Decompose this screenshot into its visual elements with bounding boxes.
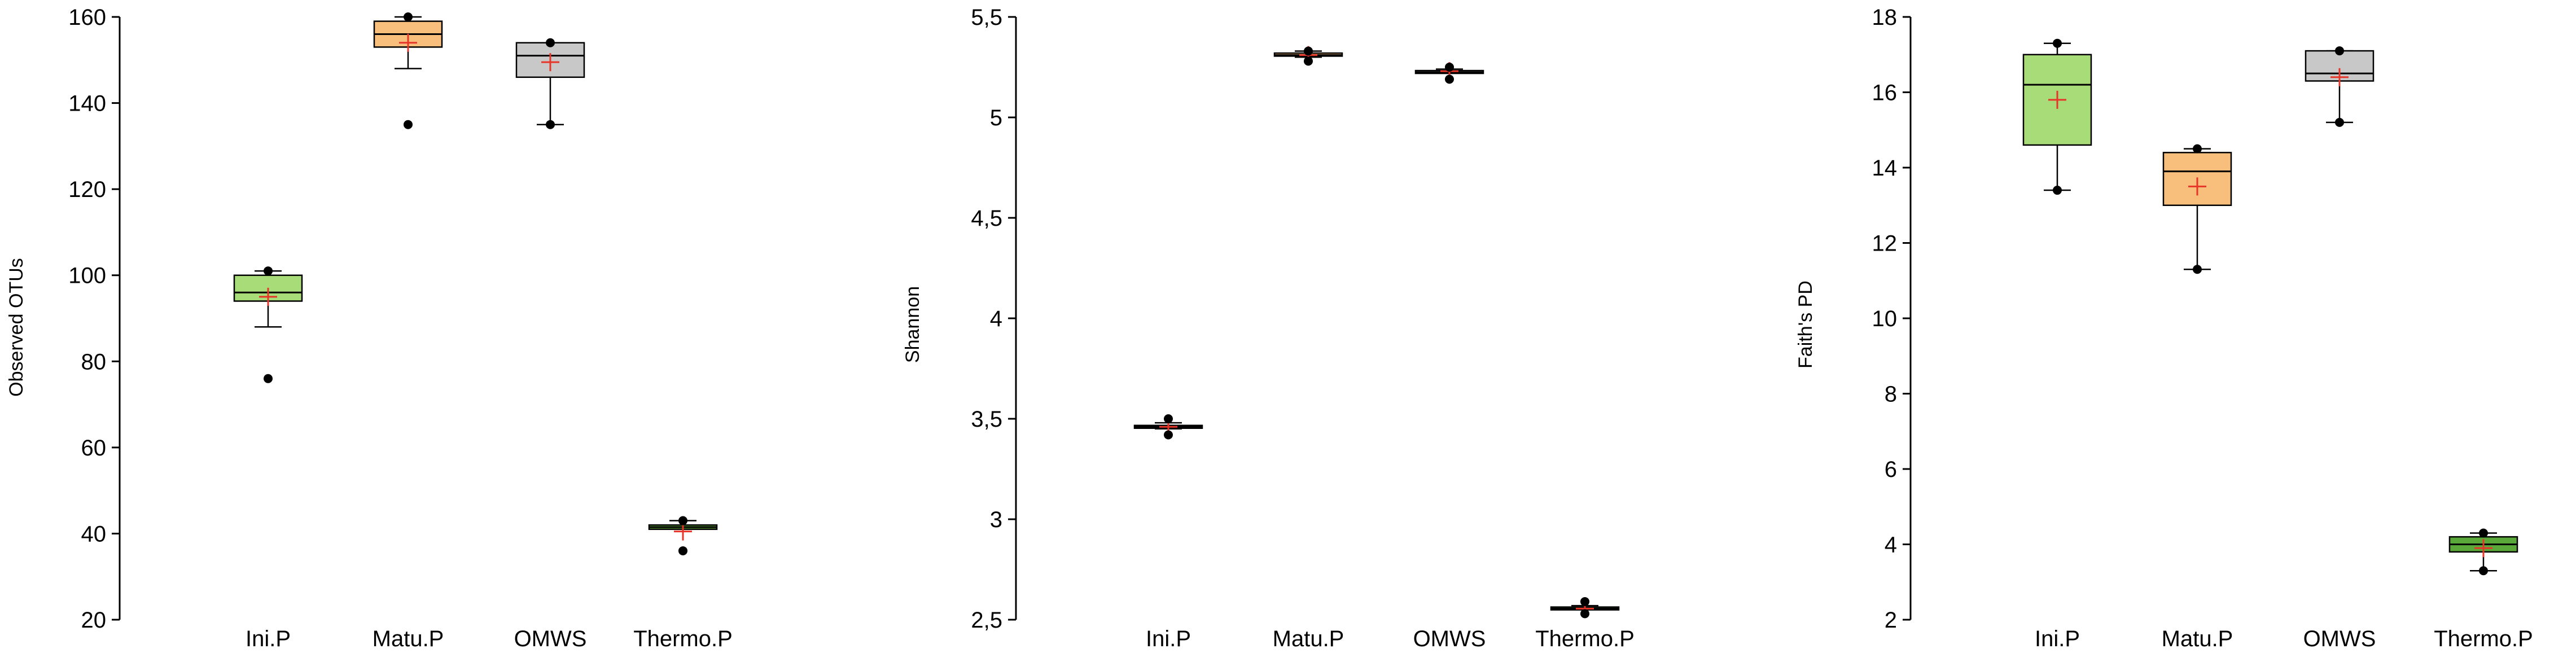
data-point bbox=[1580, 597, 1589, 606]
y-tick-label: 12 bbox=[1872, 231, 1898, 256]
data-point bbox=[2335, 117, 2344, 127]
panel-1-ylabel: Observed OTUs bbox=[6, 258, 27, 397]
x-tick-label: OMWS bbox=[2303, 626, 2376, 651]
y-tick-label: 4 bbox=[990, 306, 1002, 331]
y-tick-label: 14 bbox=[1872, 156, 1898, 181]
box bbox=[2022, 54, 2092, 146]
y-tick-label: 80 bbox=[81, 349, 107, 374]
y-tick-label: 16 bbox=[1872, 81, 1898, 106]
x-tick-label: Matu.P bbox=[1273, 626, 1344, 651]
panel-2-ylabel: Shannon bbox=[902, 286, 923, 363]
x-tick-label: Thermo.P bbox=[1535, 626, 1635, 651]
data-point bbox=[1445, 74, 1454, 84]
data-point bbox=[264, 266, 273, 276]
x-tick-label: Ini.P bbox=[246, 626, 291, 651]
panel-3-ylabel: Faith's PD bbox=[1795, 281, 1816, 369]
y-tick-label: 5,5 bbox=[971, 5, 1002, 30]
y-tick-label: 140 bbox=[68, 91, 106, 116]
y-tick-label: 60 bbox=[81, 436, 107, 461]
y-tick-label: 4,5 bbox=[971, 206, 1002, 231]
y-tick-label: 2,5 bbox=[971, 608, 1002, 633]
data-point bbox=[2335, 46, 2344, 56]
y-tick-label: 2 bbox=[1885, 608, 1897, 633]
y-tick-label: 10 bbox=[1872, 306, 1898, 331]
data-point bbox=[1304, 46, 1313, 56]
data-point bbox=[264, 374, 273, 383]
data-point bbox=[2193, 265, 2202, 274]
data-point bbox=[678, 516, 687, 525]
data-point bbox=[2193, 144, 2202, 154]
data-point bbox=[2479, 566, 2488, 576]
x-tick-label: OMWS bbox=[1413, 626, 1486, 651]
data-point bbox=[404, 12, 413, 21]
data-point bbox=[2053, 38, 2062, 48]
x-tick-label: Thermo.P bbox=[2434, 626, 2533, 651]
data-point bbox=[546, 120, 555, 129]
data-point bbox=[1304, 56, 1313, 66]
x-tick-label: OMWS bbox=[514, 626, 587, 651]
y-tick-label: 8 bbox=[1885, 382, 1897, 407]
data-point bbox=[1445, 63, 1454, 72]
y-tick-label: 6 bbox=[1885, 457, 1897, 482]
data-point bbox=[546, 38, 555, 47]
y-tick-label: 100 bbox=[68, 264, 106, 288]
data-point bbox=[2053, 186, 2062, 195]
x-tick-label: Matu.P bbox=[373, 626, 444, 651]
x-tick-label: Thermo.P bbox=[633, 626, 733, 651]
y-tick-label: 160 bbox=[68, 5, 106, 30]
data-point bbox=[404, 120, 413, 129]
x-tick-label: Ini.P bbox=[1146, 626, 1191, 651]
data-point bbox=[1164, 414, 1173, 423]
y-tick-label: 18 bbox=[1872, 5, 1898, 30]
data-point bbox=[1580, 609, 1589, 619]
data-point bbox=[2479, 528, 2488, 538]
y-tick-label: 20 bbox=[81, 608, 107, 633]
x-tick-label: Ini.P bbox=[2035, 626, 2080, 651]
data-point bbox=[678, 546, 687, 555]
panel-observed-otus: Observed OTUs 20 40 60 80 100 120 140 160 Ini.P M… bbox=[6, 5, 733, 651]
y-tick-label: 40 bbox=[81, 521, 107, 546]
y-tick-label: 3,5 bbox=[971, 407, 1002, 432]
y-tick-label: 5 bbox=[990, 106, 1002, 130]
y-tick-label: 3 bbox=[990, 507, 1002, 532]
panel-faiths-pd: Faith's PD 2 4 6 8 10 12 14 16 18 Ini.P Matu.P OMWS… bbox=[1795, 5, 2533, 651]
y-tick-label: 120 bbox=[68, 177, 106, 202]
x-tick-label: Matu.P bbox=[2162, 626, 2233, 651]
y-tick-label: 4 bbox=[1885, 533, 1897, 558]
panel-shannon: Shannon 2,5 3 3,5 4 4,5 5 5,5 Ini.P Matu.P OMWS Th… bbox=[902, 5, 1635, 651]
data-point bbox=[1164, 430, 1173, 440]
